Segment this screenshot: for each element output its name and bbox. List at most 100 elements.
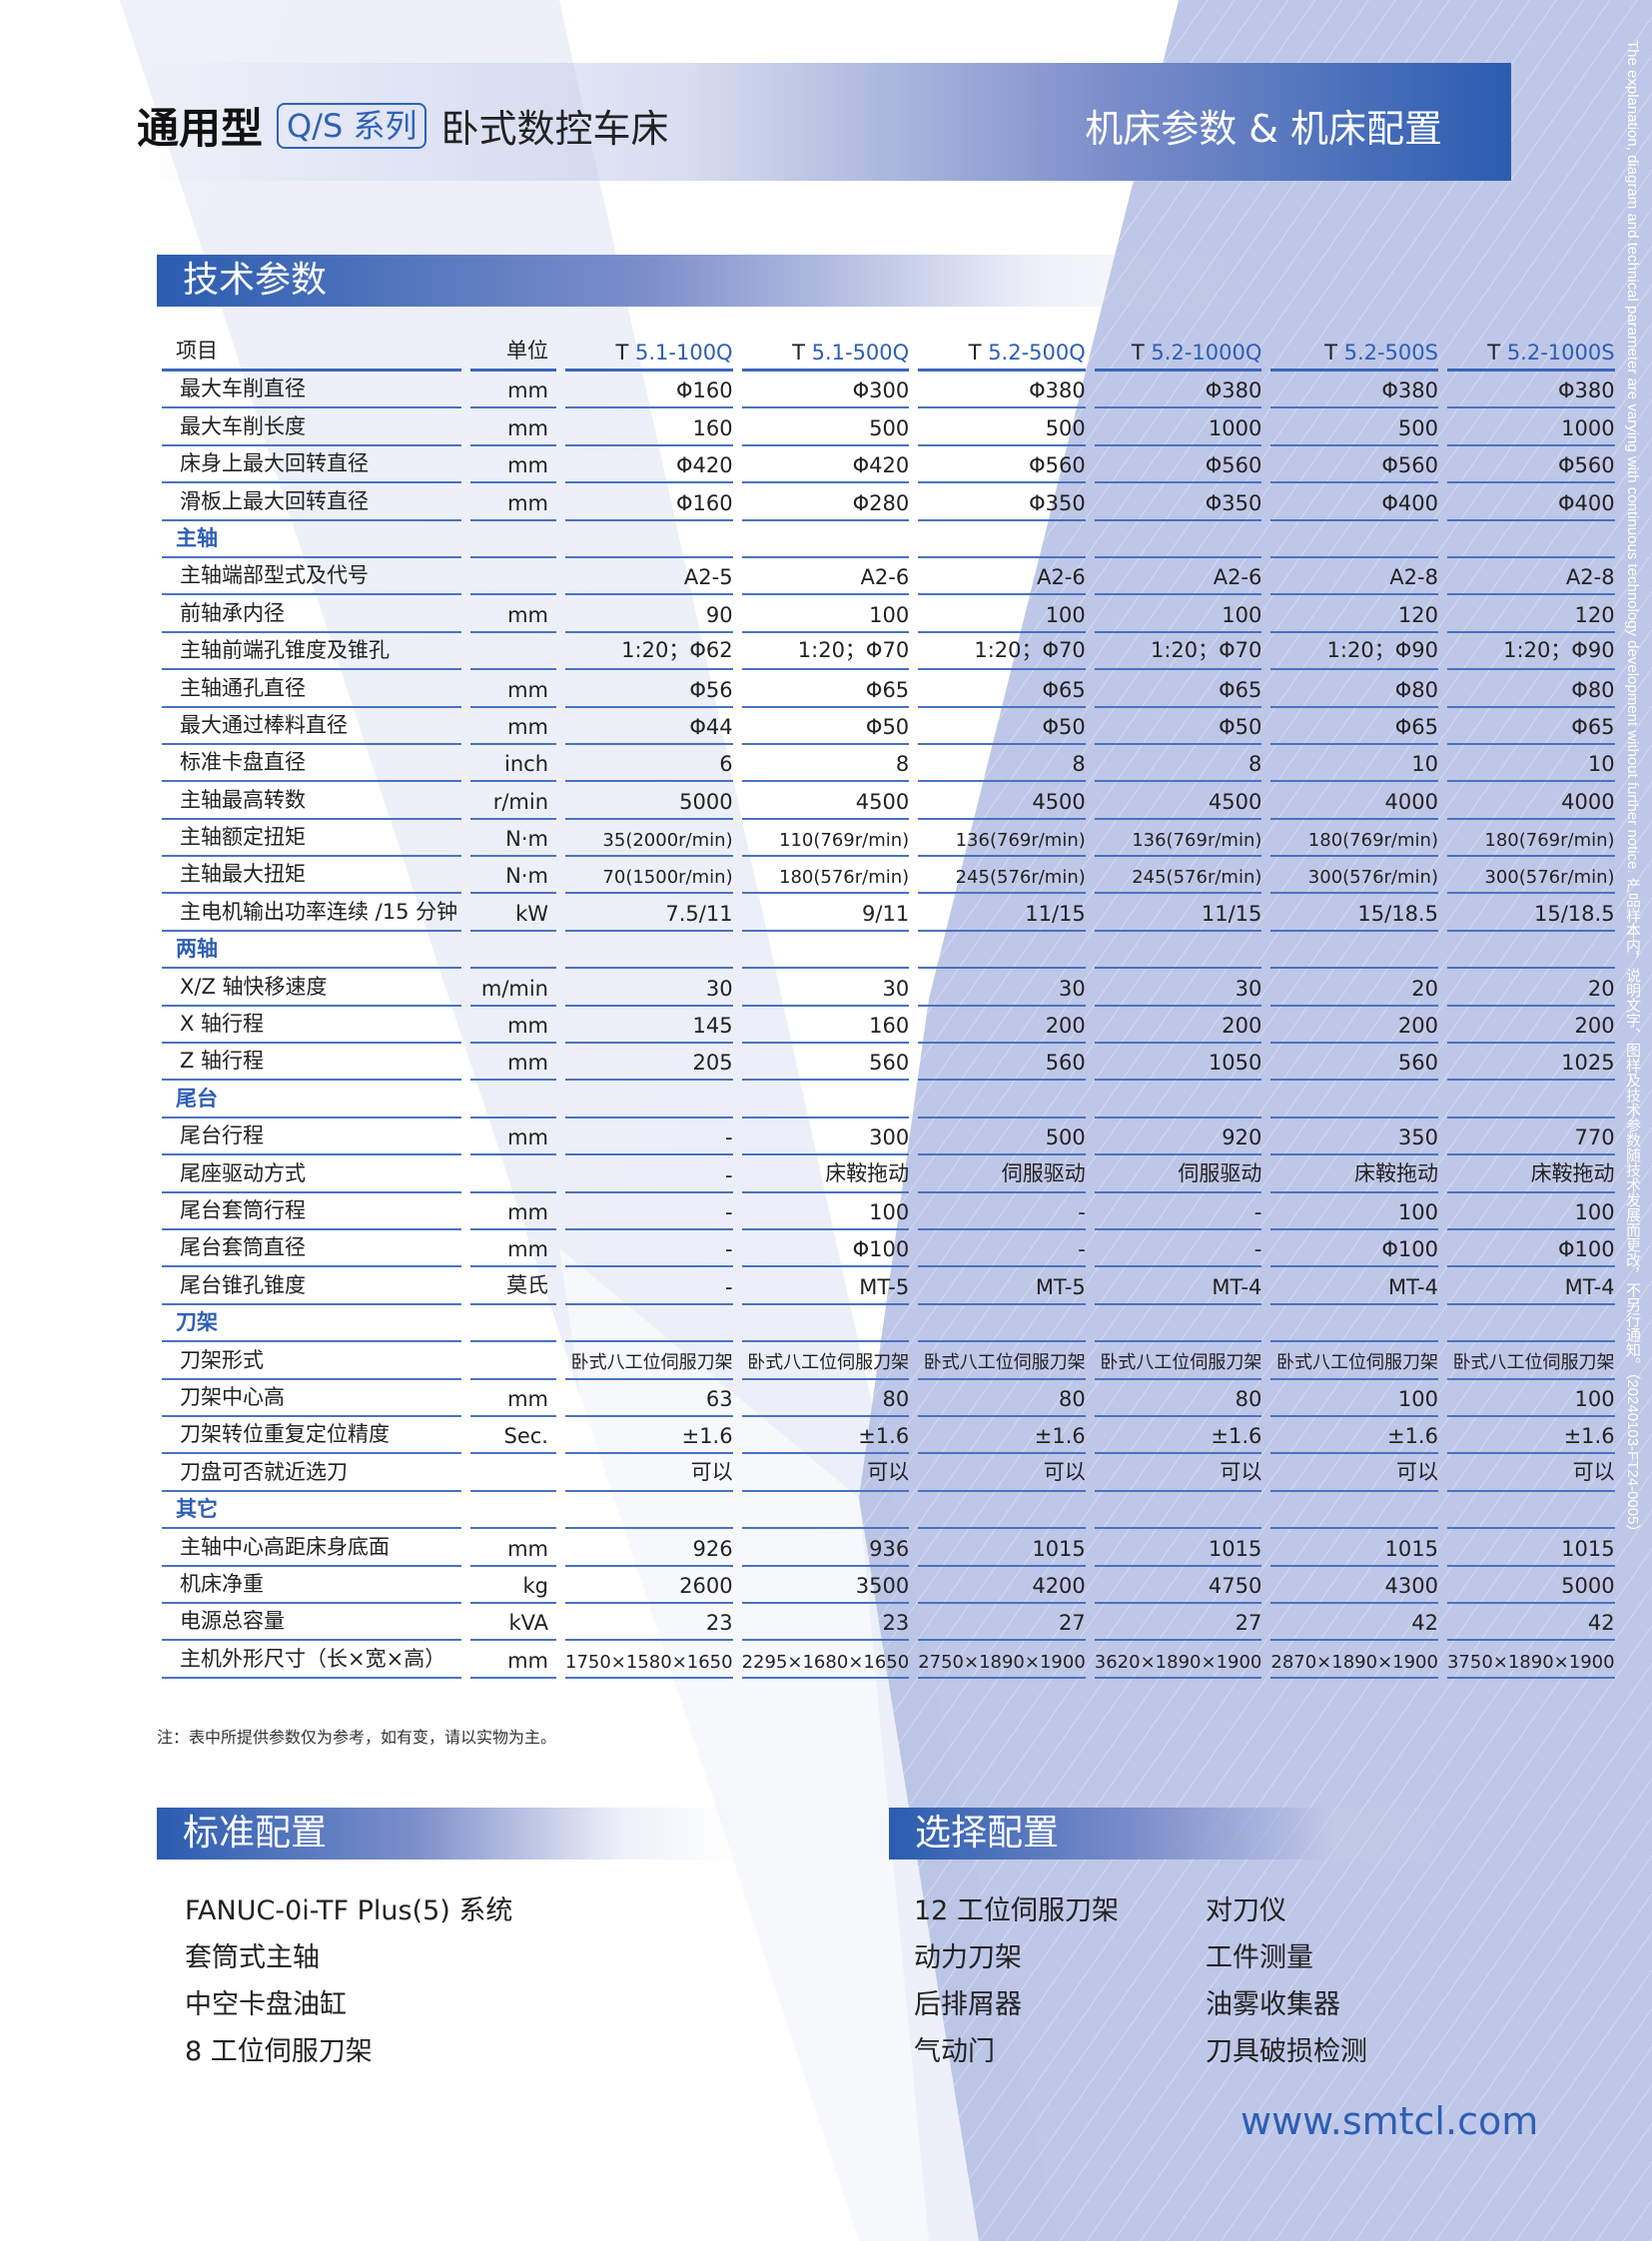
row-value: Φ400 [1446, 483, 1615, 521]
row-value: 30 [1094, 969, 1262, 1007]
row-unit: mm [470, 1119, 556, 1156]
section-title: 刀架 [162, 1305, 461, 1343]
table-row: 滑板上最大回转直径 mm Φ160 Φ280 Φ350 Φ350 Φ400 Φ400 [162, 483, 1615, 521]
row-value: 1015 [1094, 1529, 1262, 1567]
row-value: 1000 [1094, 408, 1262, 446]
row-value: - [918, 1193, 1086, 1230]
row-value: 500 [918, 408, 1086, 446]
row-value: 8 [741, 745, 910, 783]
empty-cell [918, 932, 1086, 970]
row-item: 主电机输出功率连续 /15 分钟 [162, 894, 461, 932]
row-value: - [1094, 1193, 1262, 1230]
row-unit: kW [470, 894, 556, 932]
table-row: Z 轴行程 mm 205 560 560 1050 560 1025 [162, 1044, 1615, 1082]
row-value: Φ560 [1446, 446, 1615, 484]
row-item: 尾台锥孔锥度 [162, 1267, 461, 1305]
table-row: 最大车削长度 mm 160 500 500 1000 500 1000 [162, 408, 1615, 446]
row-item: 刀架转位重复定位精度 [162, 1417, 461, 1455]
row-unit: mm [470, 670, 556, 708]
row-value: 80 [1094, 1380, 1262, 1417]
standard-config-bar: 标准配置 [157, 1808, 736, 1860]
row-item: 最大车削长度 [162, 408, 461, 446]
row-value: 1000 [1446, 408, 1615, 446]
row-value: Φ420 [741, 446, 910, 484]
row-value: 63 [565, 1380, 733, 1417]
row-value: 伺服驱动 [918, 1155, 1086, 1193]
table-row: 刀架形式 卧式八工位伺服刀架 卧式八工位伺服刀架 卧式八工位伺服刀架 卧式八工位伺服刀架… [162, 1342, 1615, 1380]
row-item: 刀架中心高 [162, 1380, 461, 1417]
row-value: Φ44 [565, 708, 733, 745]
row-value: 15/18.5 [1446, 894, 1615, 932]
row-value: Φ100 [1270, 1230, 1438, 1268]
row-unit: 莫氏 [470, 1267, 556, 1305]
row-item: 前轴承内径 [162, 595, 461, 633]
row-value: Φ560 [1094, 446, 1262, 484]
empty-cell [918, 1081, 1086, 1119]
row-value: 4750 [1094, 1567, 1262, 1604]
row-value: 770 [1446, 1119, 1615, 1156]
row-value: 180(769r/min) [1270, 820, 1438, 858]
section-row: 主轴 [162, 521, 1615, 558]
row-value: 伺服驱动 [1094, 1155, 1262, 1193]
col-model: T 5.2-500Q [918, 328, 1086, 372]
row-value: MT-4 [1446, 1267, 1615, 1305]
table-row: 前轴承内径 mm 90 100 100 100 120 120 [162, 595, 1615, 633]
table-row: 主轴最高转数 r/min 5000 4500 4500 4500 4000 4000 [162, 782, 1615, 820]
row-value: 11/15 [1094, 894, 1262, 932]
row-value: 100 [1094, 595, 1262, 633]
empty-cell [1446, 1081, 1615, 1119]
row-item: X 轴行程 [162, 1007, 461, 1045]
row-value: 200 [1446, 1007, 1615, 1045]
row-value: 100 [741, 595, 910, 633]
empty-cell [918, 1305, 1086, 1343]
row-value: 110(769r/min) [741, 820, 910, 858]
row-value: 350 [1270, 1119, 1438, 1156]
row-value: 卧式八工位伺服刀架 [565, 1342, 733, 1380]
row-value: Φ560 [1270, 446, 1438, 484]
row-unit: mm [470, 708, 556, 745]
col-item: 项目 [162, 328, 461, 372]
row-value: 1015 [1270, 1529, 1438, 1567]
table-row: X 轴行程 mm 145 160 200 200 200 200 [162, 1007, 1615, 1045]
row-unit: mm [470, 1641, 556, 1679]
row-value: Φ380 [1446, 372, 1615, 409]
row-value: 100 [1270, 1380, 1438, 1417]
row-unit: mm [470, 1007, 556, 1045]
row-value: 560 [741, 1044, 910, 1082]
row-value: 936 [741, 1529, 910, 1567]
row-value: MT-4 [1270, 1267, 1438, 1305]
empty-cell [565, 932, 733, 970]
row-item: 床身上最大回转直径 [162, 446, 461, 484]
row-value: - [565, 1193, 733, 1230]
row-value: 6 [565, 745, 733, 783]
row-value: 245(576r/min) [918, 857, 1086, 895]
row-value: 可以 [741, 1454, 910, 1492]
website-link[interactable]: www.smtcl.com [1240, 2099, 1539, 2143]
row-unit: mm [470, 1230, 556, 1268]
row-value: Φ400 [1270, 483, 1438, 521]
row-unit: inch [470, 745, 556, 783]
row-value: 可以 [565, 1454, 733, 1492]
row-value: 15/18.5 [1270, 894, 1438, 932]
row-value: Φ50 [1094, 708, 1262, 745]
row-value: 4500 [741, 782, 910, 820]
table-row: 尾台套筒行程 mm -100- -100 100 [162, 1193, 1615, 1230]
row-value: 100 [741, 1193, 910, 1230]
empty-cell [918, 1492, 1086, 1530]
side-note-cn: 产品样本内，说明文字、图样及技术参数随技术发展而更改，不另行通知。（202401… [1624, 877, 1641, 1540]
row-unit [470, 1342, 556, 1380]
row-value: ±1.6 [1446, 1417, 1615, 1455]
table-row: 主轴通孔直径 mm Φ56 Φ65 Φ65 Φ65 Φ80 Φ80 [162, 670, 1615, 708]
row-value: Φ65 [1270, 708, 1438, 745]
row-value: Φ65 [741, 670, 910, 708]
row-value: 可以 [1446, 1454, 1615, 1492]
empty-cell [1270, 1081, 1438, 1119]
empty-cell [741, 521, 910, 558]
row-item: 尾台套筒直径 [162, 1230, 461, 1268]
row-value: 床鞍拖动 [1270, 1155, 1438, 1193]
row-value: 卧式八工位伺服刀架 [1094, 1342, 1262, 1380]
row-value: 160 [565, 408, 733, 446]
empty-cell [470, 1305, 556, 1343]
row-value: 300(576r/min) [1446, 857, 1615, 895]
